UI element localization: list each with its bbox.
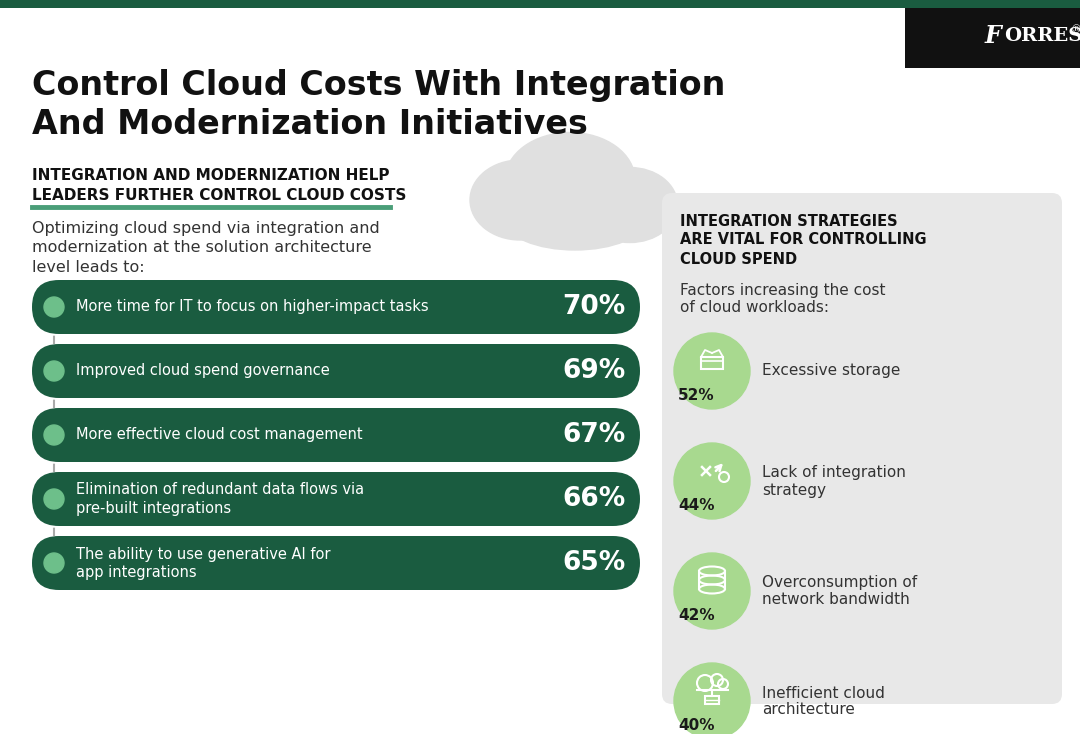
- Text: 40%: 40%: [678, 718, 715, 733]
- Circle shape: [44, 425, 64, 445]
- Ellipse shape: [505, 190, 645, 250]
- Text: 65%: 65%: [563, 550, 626, 576]
- Ellipse shape: [470, 160, 570, 240]
- Text: Excessive storage: Excessive storage: [762, 363, 901, 379]
- Text: INTEGRATION AND MODERNIZATION HELP: INTEGRATION AND MODERNIZATION HELP: [32, 167, 390, 183]
- Text: Inefficient cloud: Inefficient cloud: [762, 686, 885, 700]
- Text: 67%: 67%: [563, 422, 626, 448]
- Text: And Modernization Initiatives: And Modernization Initiatives: [32, 109, 588, 142]
- Text: pre-built integrations: pre-built integrations: [76, 501, 231, 515]
- FancyBboxPatch shape: [0, 0, 1080, 8]
- Text: More time for IT to focus on higher-impact tasks: More time for IT to focus on higher-impa…: [76, 299, 429, 314]
- Text: LEADERS FURTHER CONTROL CLOUD COSTS: LEADERS FURTHER CONTROL CLOUD COSTS: [32, 187, 406, 203]
- Text: Improved cloud spend governance: Improved cloud spend governance: [76, 363, 329, 379]
- Text: 42%: 42%: [678, 608, 715, 622]
- Text: app integrations: app integrations: [76, 564, 197, 580]
- FancyBboxPatch shape: [32, 536, 640, 590]
- Circle shape: [674, 443, 750, 519]
- Text: More effective cloud cost management: More effective cloud cost management: [76, 427, 363, 443]
- Text: Control Cloud Costs With Integration: Control Cloud Costs With Integration: [32, 68, 726, 101]
- Circle shape: [44, 297, 64, 317]
- Text: ®: ®: [1070, 25, 1080, 35]
- Ellipse shape: [582, 167, 677, 242]
- Text: F: F: [984, 24, 1001, 48]
- Text: Elimination of redundant data flows via: Elimination of redundant data flows via: [76, 482, 364, 498]
- Circle shape: [44, 489, 64, 509]
- FancyBboxPatch shape: [662, 193, 1062, 704]
- Circle shape: [674, 663, 750, 734]
- Text: network bandwidth: network bandwidth: [762, 592, 909, 608]
- Text: modernization at the solution architecture: modernization at the solution architectu…: [32, 241, 372, 255]
- Text: 69%: 69%: [563, 358, 626, 384]
- Circle shape: [44, 361, 64, 381]
- Ellipse shape: [505, 133, 635, 228]
- FancyBboxPatch shape: [32, 344, 640, 398]
- FancyBboxPatch shape: [905, 8, 1080, 68]
- Text: Lack of integration: Lack of integration: [762, 465, 906, 481]
- Text: CLOUD SPEND: CLOUD SPEND: [680, 252, 797, 266]
- Text: 44%: 44%: [678, 498, 715, 512]
- Text: ORRESTER: ORRESTER: [1004, 27, 1080, 45]
- Text: 70%: 70%: [563, 294, 626, 320]
- Text: The ability to use generative AI for: The ability to use generative AI for: [76, 547, 330, 562]
- Text: 66%: 66%: [563, 486, 626, 512]
- Text: INTEGRATION STRATEGIES: INTEGRATION STRATEGIES: [680, 214, 897, 228]
- Text: Overconsumption of: Overconsumption of: [762, 575, 917, 590]
- Text: of cloud workloads:: of cloud workloads:: [680, 300, 829, 316]
- Circle shape: [44, 553, 64, 573]
- FancyBboxPatch shape: [32, 280, 640, 334]
- Text: ARE VITAL FOR CONTROLLING: ARE VITAL FOR CONTROLLING: [680, 233, 927, 247]
- Text: Factors increasing the cost: Factors increasing the cost: [680, 283, 886, 297]
- Text: level leads to:: level leads to:: [32, 260, 145, 275]
- Text: Optimizing cloud spend via integration and: Optimizing cloud spend via integration a…: [32, 222, 380, 236]
- FancyBboxPatch shape: [32, 408, 640, 462]
- Circle shape: [674, 553, 750, 629]
- FancyBboxPatch shape: [32, 472, 640, 526]
- Text: 52%: 52%: [678, 388, 715, 402]
- Text: strategy: strategy: [762, 482, 826, 498]
- Text: architecture: architecture: [762, 702, 855, 718]
- Circle shape: [674, 333, 750, 409]
